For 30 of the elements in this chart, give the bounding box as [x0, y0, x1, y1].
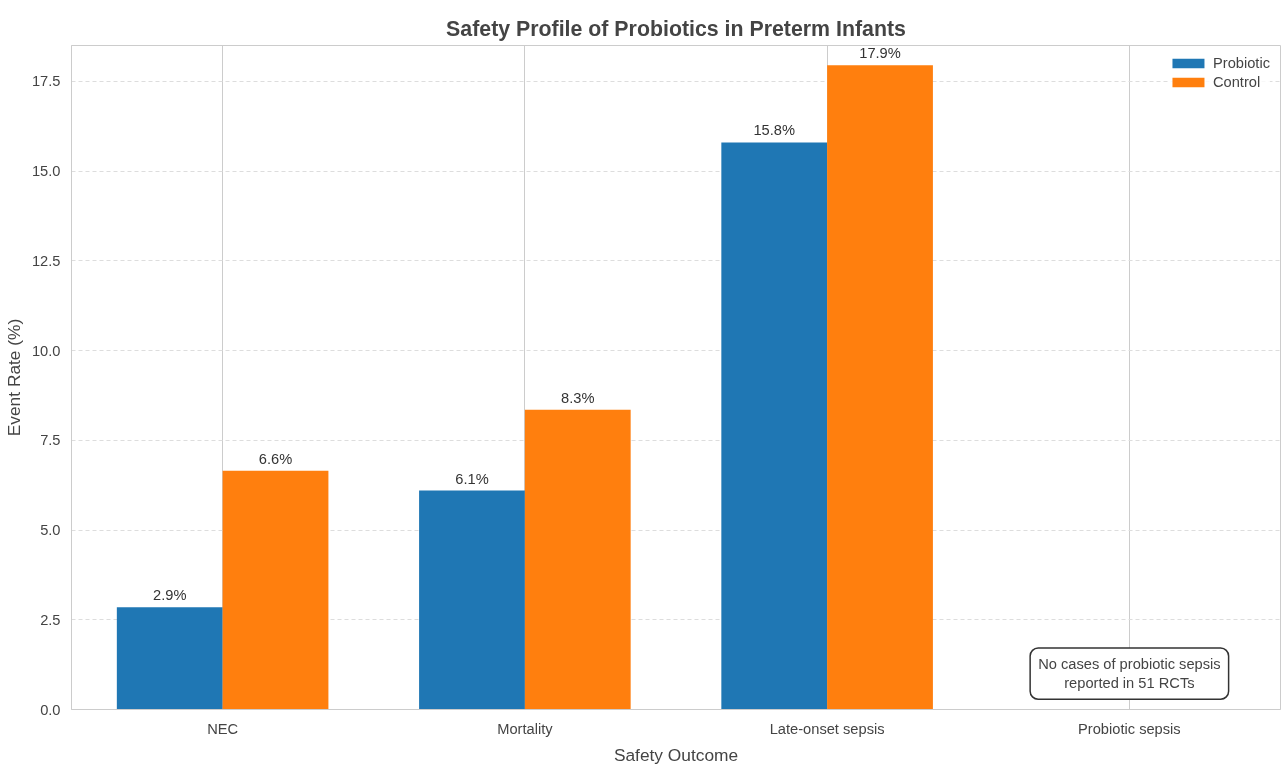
x-tick-label: Probiotic sepsis: [1078, 720, 1181, 737]
y-tick-label: 12.5: [31, 252, 61, 269]
y-tick-label: 17.5: [31, 73, 61, 90]
bar: [116, 607, 223, 710]
y-tick-label: 5.0: [40, 522, 61, 539]
data-label: 8.3%: [561, 389, 595, 406]
data-label: 6.6%: [258, 450, 293, 467]
y-axis-title: Event Rate (%): [3, 318, 24, 437]
legend-label: Probiotic: [1212, 55, 1270, 71]
x-tick-label: Mortality: [497, 720, 554, 737]
bar: [222, 470, 329, 710]
x-tick-label: Late-onset sepsis: [769, 720, 885, 737]
data-label: 17.9%: [859, 45, 901, 62]
bar: [524, 409, 631, 710]
y-tick-label: 15.0: [31, 163, 61, 180]
bar: [721, 142, 828, 710]
y-tick-label: 7.5: [40, 432, 61, 449]
data-label: 6.1%: [455, 470, 489, 487]
y-tick-label: 0.0: [40, 701, 61, 718]
bar: [827, 65, 933, 710]
data-label: 2.9%: [153, 587, 187, 604]
chart-title: Safety Profile of Probiotics in Preterm Infants: [446, 16, 906, 41]
data-label: 15.8%: [753, 122, 796, 139]
annotation: No cases of probiotic sepsis reported in 51 RCTs: [1038, 656, 1221, 692]
x-tick-label: NEC: [207, 720, 239, 737]
x-axis-title: Safety Outcome: [613, 744, 739, 765]
y-tick-label: 10.0: [31, 342, 61, 359]
legend-label: Control: [1212, 74, 1261, 90]
y-tick-label: 2.5: [40, 611, 61, 628]
bar: [419, 490, 525, 710]
